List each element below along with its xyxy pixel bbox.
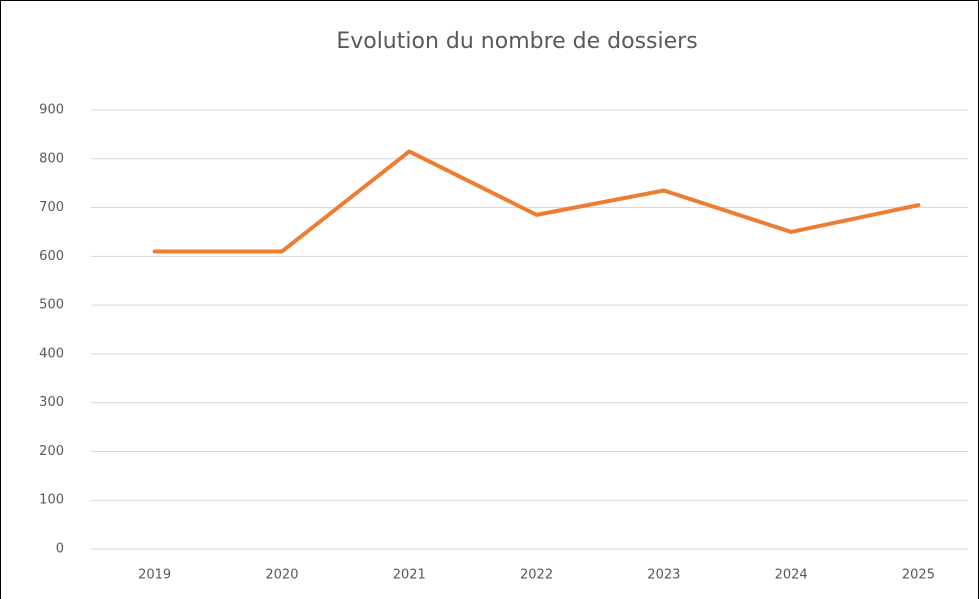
y-tick-label: 600: [39, 249, 64, 264]
chart-title: Evolution du nombre de dossiers: [336, 29, 697, 54]
y-tick-label: 200: [39, 444, 64, 459]
y-tick-label: 100: [39, 493, 64, 508]
y-tick-label: 0: [56, 542, 64, 557]
y-tick-label: 400: [39, 346, 64, 361]
x-tick-label: 2024: [775, 568, 808, 583]
x-tick-label: 2022: [520, 568, 553, 583]
x-tick-label: 2023: [647, 568, 680, 583]
y-tick-label: 700: [39, 200, 64, 215]
y-tick-label: 300: [39, 395, 64, 410]
x-tick-label: 2019: [138, 568, 171, 583]
x-tick-label: 2021: [393, 568, 426, 583]
x-tick-label: 2025: [902, 568, 935, 583]
y-tick-label: 900: [39, 103, 64, 118]
y-tick-label: 800: [39, 151, 64, 166]
y-tick-label: 500: [39, 298, 64, 313]
x-tick-label: 2020: [265, 568, 298, 583]
data-line: [152, 149, 921, 254]
